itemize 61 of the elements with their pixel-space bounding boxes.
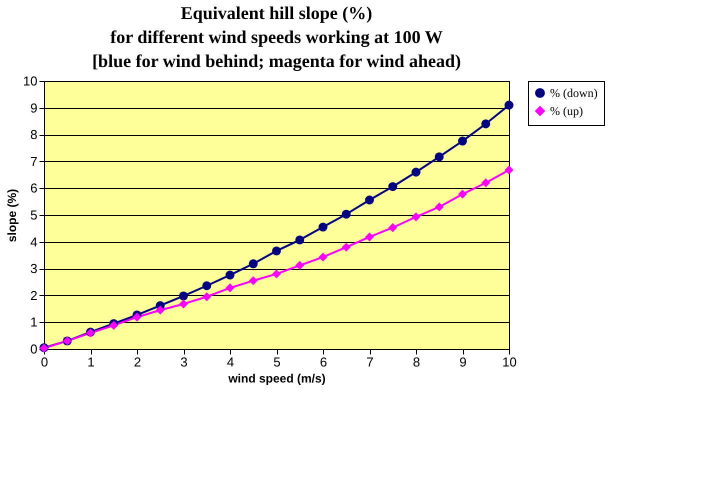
- point: [458, 190, 467, 199]
- point: [295, 235, 304, 244]
- point: [388, 223, 398, 232]
- x-tick-label: 0: [40, 354, 48, 370]
- point: [365, 232, 374, 242]
- point: [202, 281, 212, 290]
- point: [412, 212, 420, 222]
- text: Equivalent hill slope (%): [180, 3, 372, 23]
- point: [481, 119, 490, 128]
- point: [226, 270, 234, 280]
- legend-label: % (up): [550, 104, 583, 118]
- point: [272, 246, 281, 256]
- x-tick-label: 3: [180, 354, 188, 370]
- point: [412, 168, 420, 177]
- point: [481, 178, 490, 188]
- point: [434, 202, 444, 212]
- point: [248, 259, 258, 268]
- x-tick-label: 7: [366, 354, 374, 370]
- point: [248, 276, 258, 286]
- y-tick-label: 7: [30, 154, 38, 169]
- point: [179, 300, 188, 308]
- y-tick-label: 10: [23, 74, 38, 88]
- point: [132, 312, 142, 322]
- x-tick-label: 5: [273, 354, 281, 370]
- text: [blue for wind behind; magenta for wind ahead): [92, 51, 461, 71]
- x-tick-label: 2: [134, 354, 142, 370]
- point: [318, 222, 328, 232]
- y-tick-label: 9: [30, 100, 38, 116]
- text: for different wind speeds working at 100 W: [110, 27, 443, 47]
- x-tick-label: 6: [320, 354, 328, 370]
- y-tick-label: 4: [30, 234, 38, 250]
- y-tick-label: 1: [30, 314, 38, 330]
- point: [295, 260, 304, 270]
- y-tick-label: 3: [30, 261, 38, 276]
- x-tick-label: 4: [226, 354, 234, 370]
- x-axis-title: wind speed (m/s): [227, 372, 326, 386]
- x-tick-label: 9: [459, 354, 467, 370]
- point: [272, 269, 281, 278]
- x-tick-label: 1: [87, 354, 95, 370]
- y-tick-label: 2: [30, 288, 38, 303]
- y-axis-title: slope (%): [5, 188, 20, 242]
- point: [434, 152, 444, 162]
- legend-label: % (down): [550, 86, 598, 100]
- y-tick-label: 8: [30, 127, 38, 142]
- point: [342, 210, 351, 219]
- point: [179, 291, 188, 300]
- point: [318, 252, 328, 262]
- point: [226, 283, 234, 292]
- point: [504, 100, 514, 110]
- point: [504, 166, 514, 174]
- point: [388, 182, 398, 192]
- y-tick-label: 6: [30, 180, 38, 196]
- point: [342, 242, 351, 252]
- point: [365, 196, 374, 204]
- point: [458, 136, 467, 146]
- y-tick-label: 0: [30, 342, 38, 356]
- x-tick-label: 10: [502, 354, 517, 370]
- x-tick-label: 8: [412, 354, 420, 370]
- point: [202, 292, 212, 302]
- point: [156, 306, 165, 315]
- y-tick-label: 5: [30, 208, 38, 222]
